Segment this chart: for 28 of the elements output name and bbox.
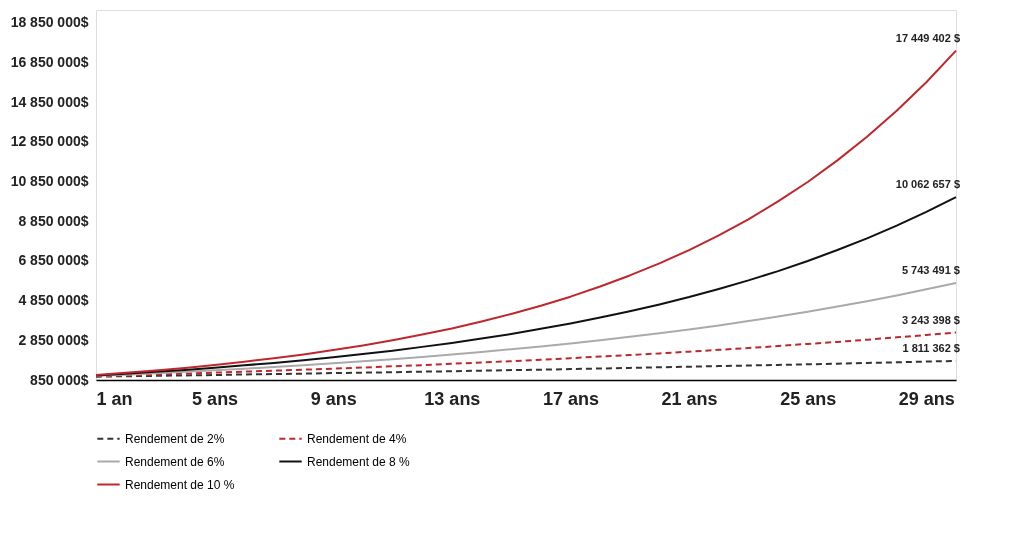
y-tick-label: 12 850 000$: [10, 133, 89, 150]
y-tick-label: 2 850 000$: [18, 331, 89, 348]
y-tick-label: 10 850 000$: [10, 173, 89, 190]
legend-label: Rendement de 8 %: [307, 454, 411, 469]
y-tick-label: 4 850 000$: [18, 292, 89, 309]
y-tick-label: 8 850 000$: [18, 212, 89, 229]
x-tick-label: 21 ans: [661, 388, 718, 409]
legend-label: Rendement de 4%: [307, 431, 407, 446]
y-tick-label: 16 850 000$: [10, 54, 89, 71]
legend-label: Rendement de 2%: [125, 431, 225, 446]
x-tick-label: 5 ans: [192, 388, 239, 409]
y-tick-label: 850 000$: [30, 371, 89, 388]
x-tick-label: 13 ans: [424, 388, 481, 409]
data-label: 3 243 398 $: [901, 313, 960, 326]
y-tick-label: 6 850 000$: [18, 252, 89, 269]
legend-label: Rendement de 6%: [125, 454, 225, 469]
y-tick-label: 14 850 000$: [10, 93, 89, 110]
legend-label: Rendement de 10 %: [125, 477, 235, 492]
x-tick-label: 1 an: [96, 388, 133, 409]
data-label: 1 811 362 $: [902, 341, 960, 354]
data-label: 10 062 657 $: [895, 178, 960, 191]
x-tick-label: 9 ans: [310, 388, 357, 409]
data-label: 5 743 491 $: [901, 263, 960, 276]
x-tick-label: 17 ans: [542, 388, 600, 409]
x-tick-label: 25 ans: [780, 388, 837, 409]
x-tick-label: 29 ans: [898, 388, 955, 409]
y-tick-label: 18 850 000$: [10, 14, 89, 31]
data-label: 17 449 402 $: [895, 31, 960, 44]
